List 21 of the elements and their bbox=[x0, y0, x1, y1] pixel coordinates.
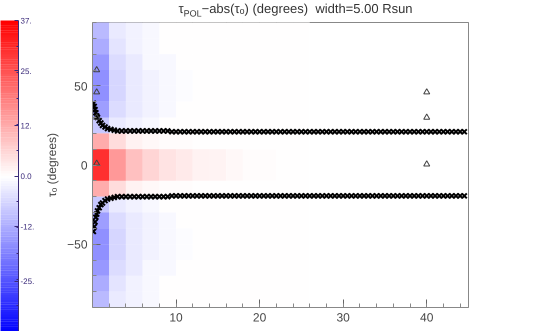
y-tick-label: 50 bbox=[74, 79, 88, 94]
y-tick-label: −50 bbox=[67, 238, 88, 252]
color-bar-label: 25. bbox=[20, 66, 32, 76]
point bbox=[423, 160, 430, 166]
point bbox=[93, 159, 100, 166]
point bbox=[423, 88, 430, 94]
color-bar-label: -25. bbox=[20, 277, 34, 286]
color-bar-label: -12. bbox=[20, 222, 34, 232]
point bbox=[93, 88, 100, 94]
y-axis-title: τₒ (degrees) bbox=[45, 133, 60, 197]
chart-title: τ$_{POL}$−abs(τₒ) (degrees) width=5.00 Rsun bbox=[178, 0, 413, 21]
x-tick-label: 20 bbox=[252, 310, 267, 324]
x-tick-label: 40 bbox=[420, 310, 434, 324]
color-bar-label: 0.0 bbox=[20, 172, 32, 181]
color-bar-label: 37. bbox=[20, 16, 32, 26]
point bbox=[93, 66, 100, 72]
x-tick-label: 10 bbox=[169, 310, 184, 324]
y-tick-label: 0 bbox=[80, 158, 88, 172]
x-tick-label: 30 bbox=[336, 310, 350, 324]
color-bar-label: 12. bbox=[20, 122, 32, 131]
point bbox=[423, 114, 430, 120]
